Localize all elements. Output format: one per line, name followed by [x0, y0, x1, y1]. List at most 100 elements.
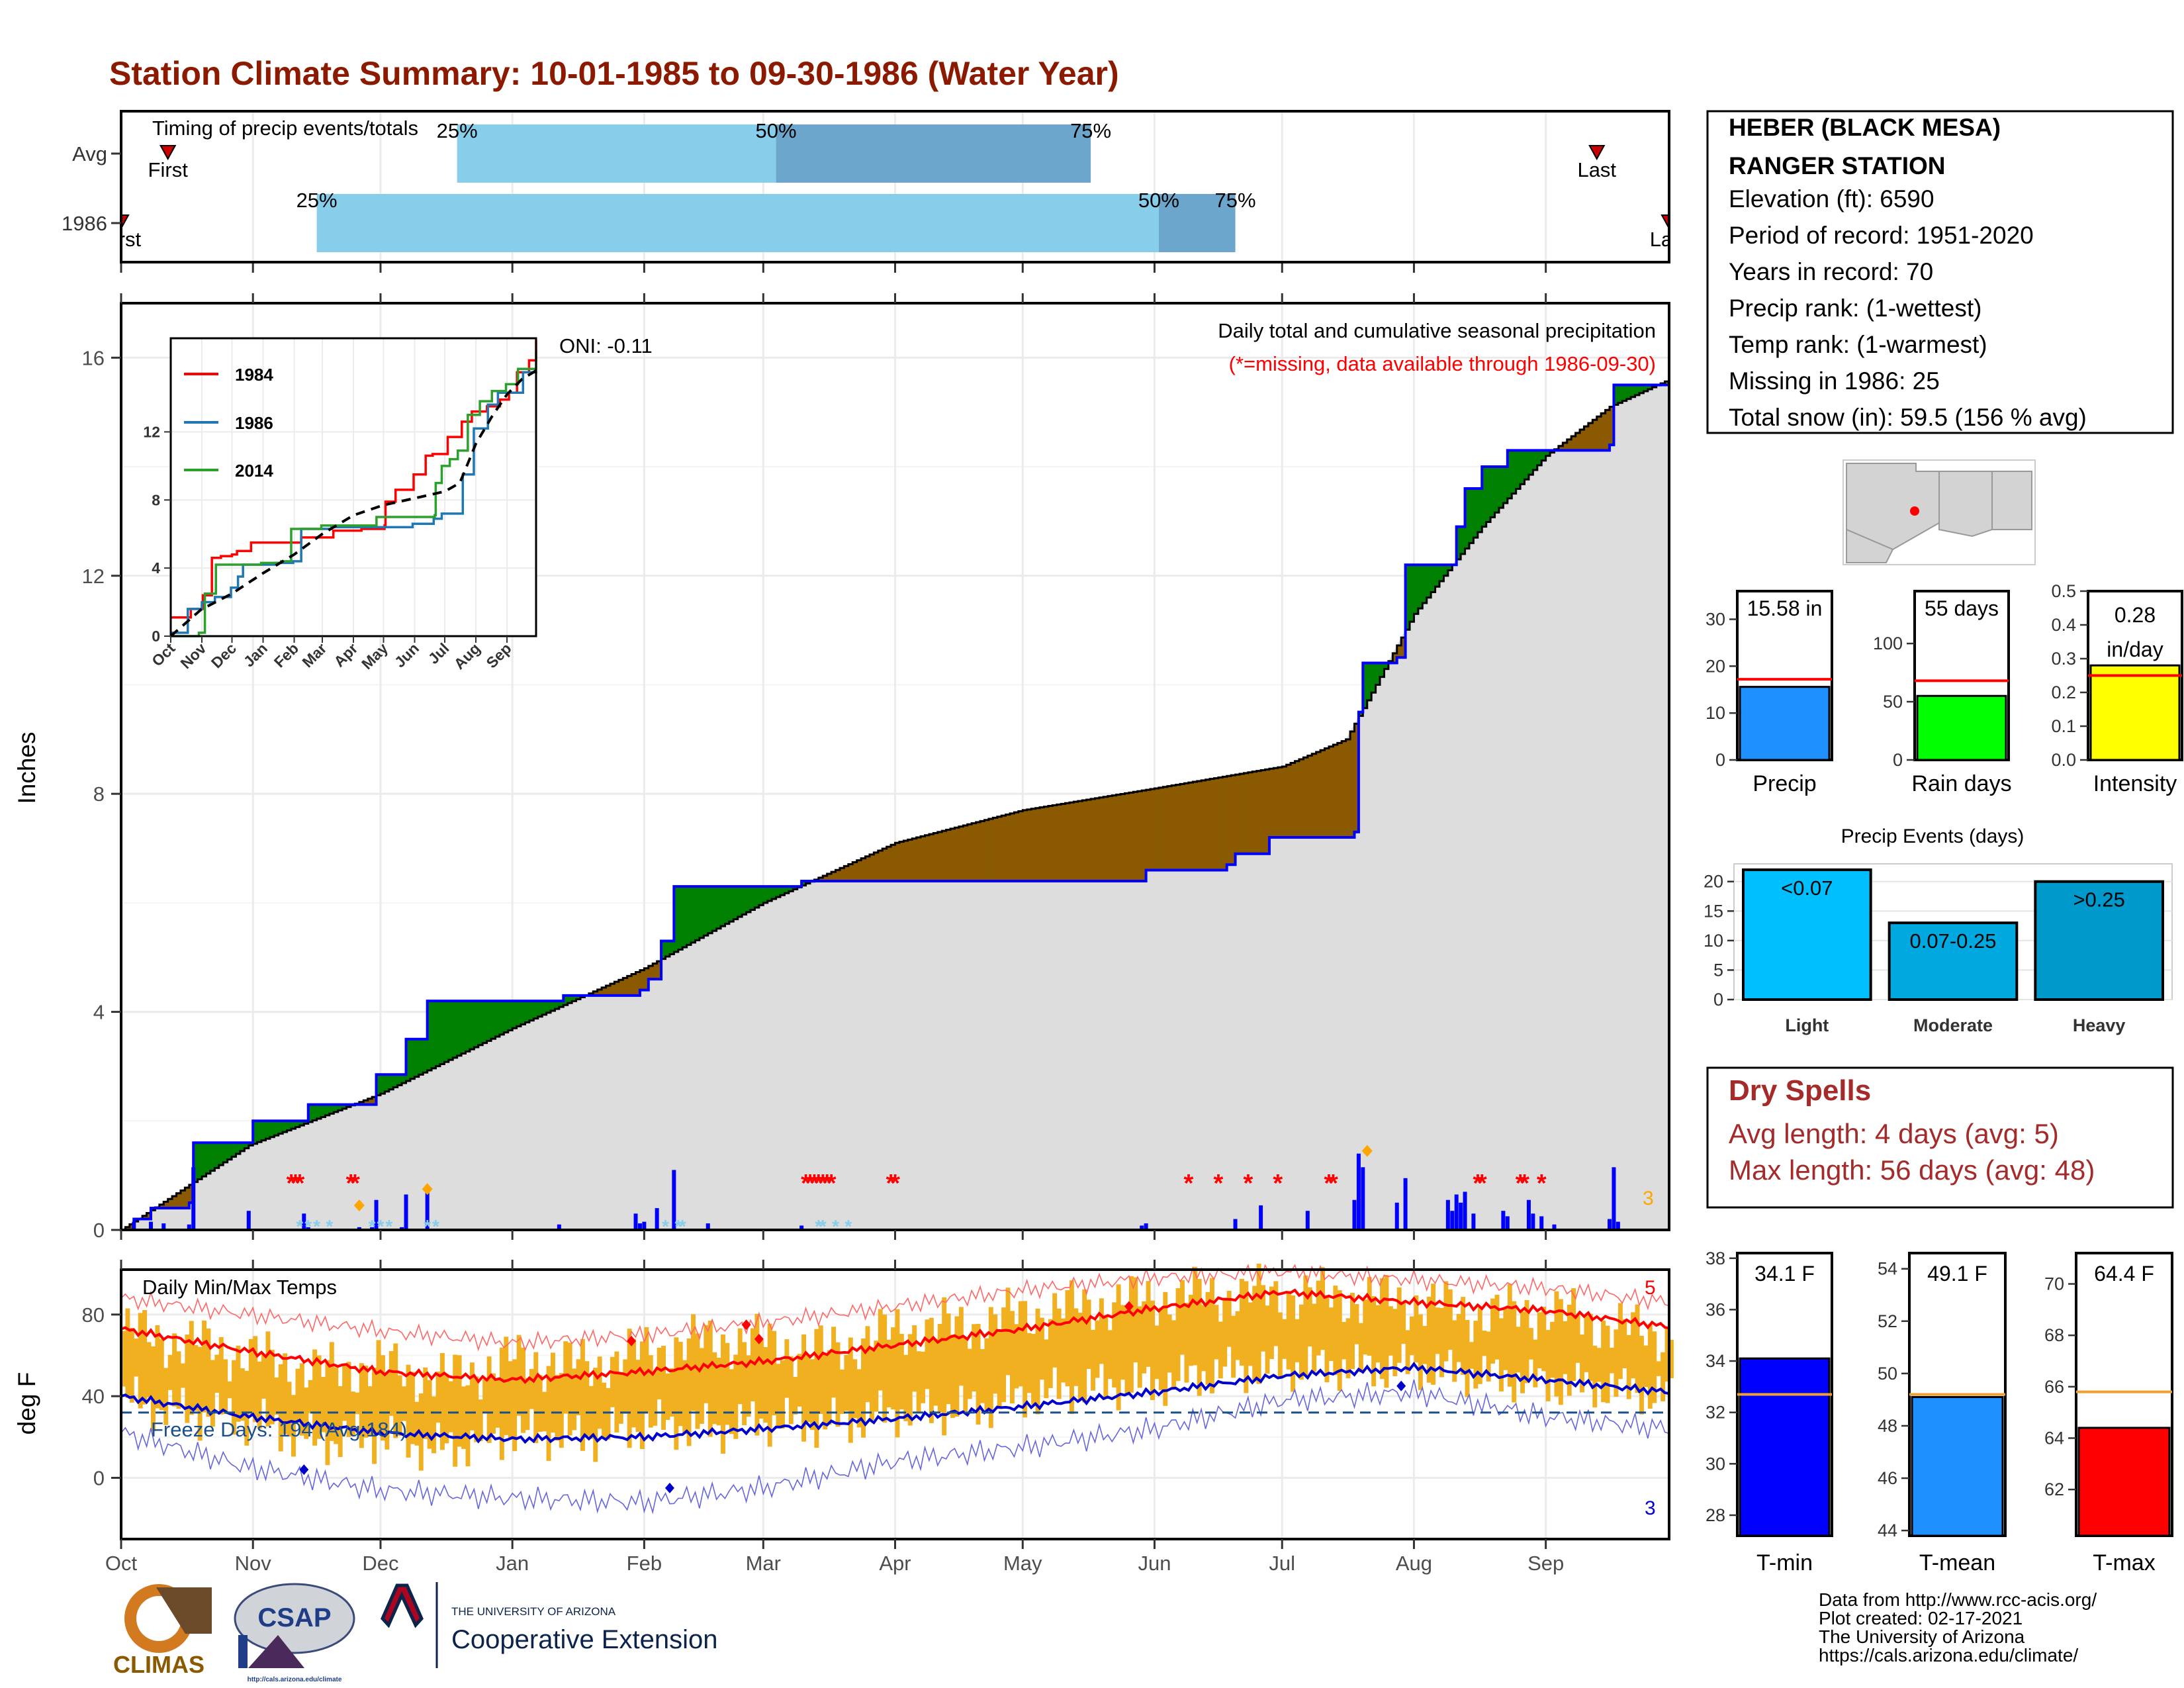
daily-temp-bar	[1622, 1319, 1627, 1368]
summary-bar-intensity: 0.0 0.1 0.2 0.3 0.4 0.5 0.28 in/day Intensity	[2051, 581, 2183, 796]
cumulative-departure-fill	[788, 886, 794, 892]
daily-temp-bar	[410, 1372, 415, 1444]
daily-temp-bar	[474, 1376, 479, 1442]
daily-temp-bar	[623, 1359, 628, 1414]
daily-temp-bar	[1652, 1331, 1657, 1403]
precip-events-bar	[2034, 880, 2164, 1001]
cumulative-departure-fill	[691, 886, 696, 943]
daily-temp-bar	[1345, 1318, 1351, 1379]
cumulative-departure-fill	[227, 1143, 232, 1160]
cumulative-departure-fill	[393, 1074, 398, 1088]
summary-bar-value	[1739, 686, 1831, 761]
inset-y-tick-label: 12	[143, 423, 160, 440]
daily-temp-bar	[342, 1366, 347, 1421]
daily-temp-bar	[805, 1354, 811, 1423]
credits-line3: The University of Arizona	[1819, 1626, 2025, 1647]
daily-temp-bar	[686, 1338, 692, 1446]
summary-bar-y-tick-label: 0	[1893, 750, 1903, 770]
daily-temp-bar	[1150, 1300, 1155, 1401]
cumulative-departure-fill	[635, 972, 641, 996]
daily-precip-bar	[1356, 1153, 1361, 1230]
cumulative-departure-fill	[1622, 385, 1627, 401]
cumulative-departure-fill	[385, 1074, 390, 1092]
daily-temp-bar	[1342, 1322, 1347, 1360]
cumulative-departure-fill	[1584, 426, 1589, 451]
daily-precip-bar	[1471, 1213, 1476, 1230]
cumulative-departure-fill	[146, 1213, 152, 1219]
cumulative-departure-fill	[1056, 804, 1062, 881]
daily-temp-bar	[618, 1372, 623, 1424]
daily-temp-bar	[776, 1364, 781, 1429]
precip-y-tick-label: 4	[93, 1001, 105, 1024]
daily-temp-bar	[1197, 1278, 1202, 1396]
daily-temp-bar	[767, 1323, 772, 1447]
cumulative-departure-fill	[1498, 467, 1504, 508]
daily-temp-bar	[129, 1328, 134, 1403]
daily-temp-bar	[1201, 1305, 1206, 1372]
daily-temp-bar	[903, 1354, 909, 1421]
cumulative-departure-fill	[695, 886, 700, 941]
cumulative-departure-fill	[1133, 792, 1138, 881]
daily-temp-bar	[1295, 1319, 1300, 1362]
cumulative-departure-fill	[661, 941, 666, 959]
csap-wordmark: CSAP	[257, 1603, 331, 1632]
daily-temp-bar	[1175, 1288, 1181, 1382]
cumulative-departure-fill	[623, 978, 628, 996]
daily-temp-bar	[963, 1337, 968, 1411]
cumulative-departure-fill	[831, 872, 837, 881]
cumulative-departure-fill	[1205, 779, 1210, 870]
daily-temp-bar	[121, 1331, 126, 1387]
daily-temp-bar	[1056, 1308, 1062, 1399]
cumulative-departure-fill	[402, 1074, 407, 1084]
daily-temp-bar	[780, 1360, 785, 1429]
daily-temp-bar	[457, 1355, 462, 1447]
cumulative-departure-fill	[946, 829, 951, 881]
daily-temp-bar	[537, 1375, 543, 1432]
precip-area	[121, 379, 1670, 1231]
cumulative-departure-fill	[610, 984, 615, 996]
daily-temp-bar	[1371, 1296, 1377, 1387]
daily-temp-bar	[533, 1352, 539, 1444]
daily-temp-bar	[635, 1360, 641, 1432]
snow-total-marker	[422, 1183, 433, 1196]
csap-cloud	[234, 1583, 355, 1654]
cumulative-departure-fill	[1580, 430, 1585, 451]
snow-marker: *	[326, 1216, 333, 1237]
cumulative-departure-fill	[1410, 565, 1415, 622]
daily-temp-bar	[1333, 1286, 1338, 1376]
daily-precip-bar	[655, 1208, 659, 1230]
cumulative-departure-fill	[576, 995, 581, 1000]
daily-precip-bar	[633, 1213, 638, 1230]
daily-temp-bar	[240, 1368, 245, 1421]
daily-temp-bar	[253, 1336, 258, 1423]
daily-temp-bar	[1375, 1305, 1381, 1363]
cumulative-departure-fill	[363, 1100, 369, 1105]
daily-temp-bar	[1661, 1352, 1666, 1401]
record-high-marker	[1124, 1301, 1134, 1312]
daily-temp-bar	[546, 1366, 551, 1461]
cumulative-departure-fill	[1261, 770, 1266, 854]
daily-temp-bar	[1350, 1293, 1355, 1370]
cumulative-departure-fill	[253, 1121, 258, 1144]
cumulative-departure-fill	[754, 886, 760, 908]
cumulative-departure-fill	[1142, 790, 1147, 881]
cumulative-departure-fill	[325, 1104, 330, 1115]
daily-temp-bar	[367, 1386, 373, 1435]
summary-bar-y-tick-label: 62	[2044, 1479, 2064, 1499]
daily-temp-bar	[1507, 1284, 1512, 1387]
daily-temp-bar	[167, 1354, 173, 1390]
daily-temp-bar	[355, 1392, 360, 1415]
daily-temp-bar	[1026, 1333, 1032, 1393]
cumulative-departure-fill	[202, 1143, 207, 1177]
summary-bar-y-tick-label: 54	[1878, 1259, 1897, 1279]
cumulative-departure-fill	[265, 1121, 271, 1139]
snow-marker: *	[385, 1216, 392, 1237]
csap-url: http://cals.arizona.edu/climate	[248, 1676, 342, 1683]
missing-day-marker: *	[1273, 1170, 1283, 1197]
cumulative-departure-fill	[980, 821, 985, 881]
cumulative-departure-fill	[1592, 420, 1598, 451]
cumulative-departure-fill	[852, 862, 858, 881]
daily-temp-bar	[1452, 1320, 1457, 1382]
missing-day-marker: *	[350, 1170, 360, 1197]
daily-temp-bar	[206, 1328, 211, 1417]
